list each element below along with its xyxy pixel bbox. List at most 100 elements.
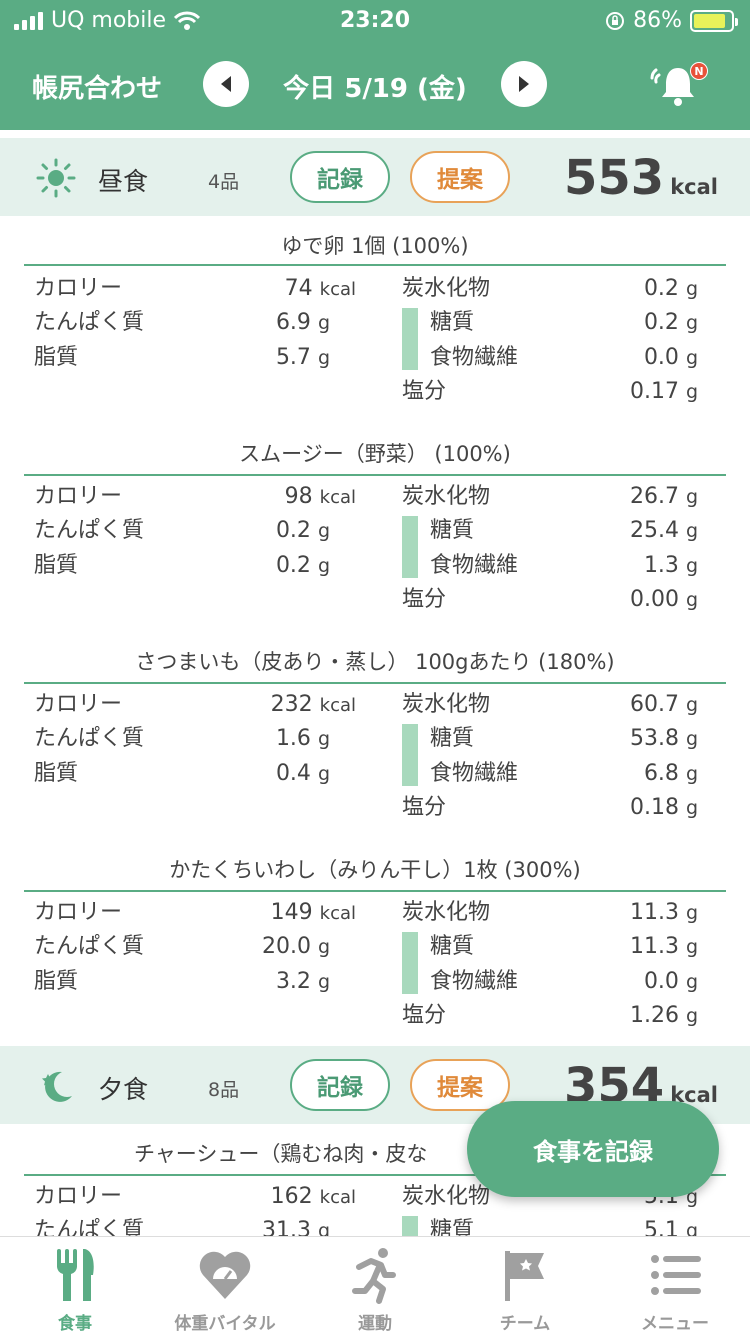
tab-label: チーム [499,1314,551,1334]
food-title: ゆで卵 1個 (100%) [281,234,469,258]
carbs-value: 60.7 g [629,692,698,717]
runner-icon [352,1248,396,1304]
calorie-value: 98 kcal [284,484,356,509]
protein-label: たんぱく質 [34,518,145,543]
fiber-label: 食物繊維 [430,345,519,370]
protein-label: たんぱく質 [34,726,145,751]
food-title: チャーシュー（鶏むね肉・皮な [134,1142,428,1166]
salt-label: 塩分 [402,795,447,820]
calorie-value: 232 kcal [270,692,356,717]
carbs-label: 炭水化物 [402,276,491,301]
fat-value: 5.7 g [275,345,330,370]
tab-team[interactable]: チーム [450,1237,600,1334]
sugar-label: 糖質 [430,1218,475,1236]
protein-value: 31.3 g [261,1218,330,1236]
record-button[interactable]: 記録 [290,151,390,203]
sun-icon [36,158,76,198]
suggest-button[interactable]: 提案 [410,151,510,203]
salt-value: 0.00 g [629,587,698,612]
battery-percent: 86% [633,8,682,33]
food-item[interactable]: かたくちいわし（みりん干し）1枚 (300%) カロリー たんぱく質 脂質 14… [0,840,750,1048]
date-label: 今日 5/19 (金) [283,74,467,104]
carbs-label: 炭水化物 [402,484,491,509]
tab-weight-vital[interactable]: 体重バイタル [150,1237,300,1334]
calorie-label: カロリー [34,692,123,717]
salt-value: 1.26 g [629,1003,698,1028]
wifi-icon [174,11,201,30]
fat-value: 0.4 g [275,761,330,786]
record-meal-fab[interactable]: 食事を記録 [467,1101,719,1197]
chevron-right-icon [519,76,529,92]
status-bar: UQ mobile 23:20 86% [0,0,750,40]
meal-name: 夕食 [98,1075,149,1104]
salt-label: 塩分 [402,1003,447,1028]
sugar-label: 糖質 [430,934,475,959]
tab-menu[interactable]: メニュー [600,1237,750,1334]
meal-name: 昼食 [98,167,149,196]
fiber-label: 食物繊維 [430,553,519,578]
calorie-label: カロリー [34,484,123,509]
fiber-value: 1.3 g [643,553,698,578]
protein-value: 6.9 g [275,310,330,335]
calorie-value: 74 kcal [284,276,356,301]
next-day-button[interactable] [501,61,547,107]
moon-star-icon [42,1071,72,1102]
food-item[interactable]: チャーシュー（鶏むね肉・皮な カロリー たんぱく質 162 kcal 31.3 … [0,1124,750,1236]
carbs-value: 0.2 g [643,276,698,301]
meal-list[interactable]: 昼食 4品 記録 提案 553 kcal ゆで卵 1個 (100%) カロリー た… [0,130,750,1236]
carbs-value: 26.7 g [629,484,698,509]
status-time: 23:20 [339,8,411,33]
sugar-value: 11.3 g [629,934,698,959]
fat-label: 脂質 [34,761,79,786]
protein-value: 1.6 g [275,726,330,751]
tab-exercise[interactable]: 運動 [300,1237,450,1334]
calorie-label: カロリー [34,276,123,301]
protein-value: 0.2 g [275,518,330,543]
flag-icon [505,1251,544,1301]
sugar-value: 25.4 g [629,518,698,543]
sugar-value: 53.8 g [629,726,698,751]
sugar-fiber-bar [402,308,418,370]
food-item[interactable]: さつまいも（皮あり・蒸し） 100gあたり (180%) カロリー たんぱく質 … [0,632,750,840]
record-button[interactable]: 記録 [290,1059,390,1111]
fat-label: 脂質 [34,969,79,994]
divider [24,1174,726,1176]
sugar-fiber-bar [402,516,418,578]
tab-meal[interactable]: 食事 [0,1237,150,1334]
carbs-value: 11.3 g [629,900,698,925]
sugar-label: 糖質 [430,518,475,543]
signal-icon [14,11,43,30]
calorie-label: カロリー [34,1184,123,1209]
sugar-fiber-bar [402,724,418,786]
salt-value: 0.17 g [629,379,698,404]
prev-day-button[interactable] [203,61,249,107]
bell-icon [650,68,694,106]
protein-label: たんぱく質 [34,1218,145,1236]
food-item[interactable]: スムージー（野菜） (100%) カロリー たんぱく質 脂質 98 kcal 0… [0,424,750,632]
calorie-label: カロリー [34,900,123,925]
sugar-fiber-bar [402,1216,418,1236]
fiber-label: 食物繊維 [430,761,519,786]
divider [24,264,726,266]
tab-bar: 食事 体重バイタル 運動 [0,1236,750,1334]
tab-label: 食事 [58,1314,92,1334]
meal-header-lunch: 昼食 4品 記録 提案 553 kcal [0,138,750,216]
tab-label: 運動 [358,1314,392,1334]
fork-knife-icon [57,1249,94,1301]
salt-value: 0.18 g [629,795,698,820]
meal-total-kcal: 553 kcal [564,150,718,206]
protein-label: たんぱく質 [34,934,145,959]
fat-value: 3.2 g [275,969,330,994]
divider [24,474,726,476]
fiber-value: 6.8 g [643,761,698,786]
suggest-button[interactable]: 提案 [410,1059,510,1111]
food-item[interactable]: ゆで卵 1個 (100%) カロリー たんぱく質 脂質 74 kcal 6.9 … [0,216,750,424]
notification-button[interactable]: N [648,62,708,108]
calorie-value: 149 kcal [270,900,356,925]
food-title: かたくちいわし（みりん干し）1枚 (300%) [169,858,581,882]
protein-value: 20.0 g [261,934,330,959]
sugar-label: 糖質 [430,726,475,751]
salt-label: 塩分 [402,587,447,612]
fiber-label: 食物繊維 [430,969,519,994]
